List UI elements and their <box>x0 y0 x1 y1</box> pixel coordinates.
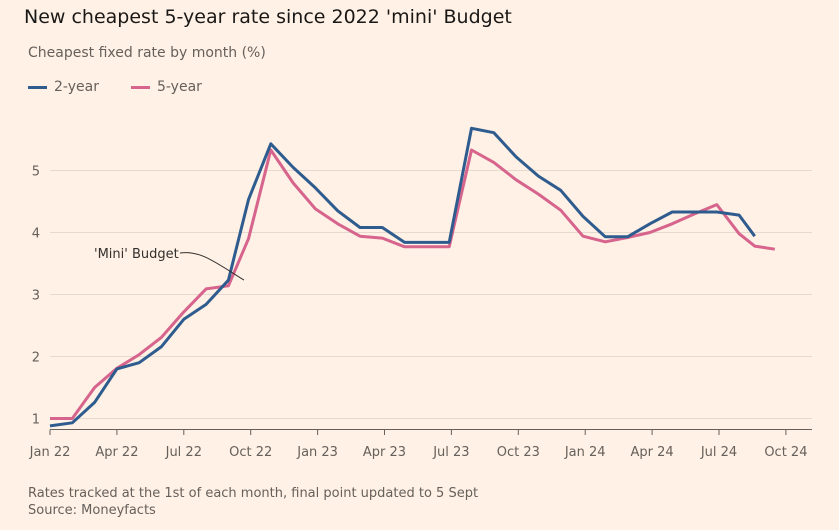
x-tick-label-jan-23: Jan 23 <box>296 445 338 460</box>
annotation-mini-budget: 'Mini' Budget <box>94 247 179 262</box>
legend-swatch-2-year <box>28 85 47 89</box>
footnote-note: Rates tracked at the 1st of each month, … <box>28 486 479 501</box>
x-tick-label-oct-23: Oct 23 <box>497 445 540 460</box>
y-tick-label-1: 1 <box>32 413 40 428</box>
x-tick-label-apr-23: Apr 23 <box>363 445 406 460</box>
chart-footnote: Rates tracked at the 1st of each month, … <box>28 485 478 519</box>
chart-title: New cheapest 5-year rate since 2022 'min… <box>24 6 512 28</box>
x-tick-label-oct-24: Oct 24 <box>764 445 807 460</box>
x-tick-label-jan-22: Jan 22 <box>29 445 71 460</box>
chart-subtitle: Cheapest fixed rate by month (%) <box>28 45 266 61</box>
x-tick-label-oct-22: Oct 22 <box>229 445 272 460</box>
chart-legend: 2-year 5-year <box>28 79 234 95</box>
x-tick-label-jul-24: Jul 24 <box>700 445 737 460</box>
y-tick-label-3: 3 <box>32 289 40 304</box>
x-tick-label-jan-24: Jan 24 <box>564 445 606 460</box>
y-tick-label-4: 4 <box>32 227 40 242</box>
y-tick-label-5: 5 <box>32 165 40 180</box>
annotation-connector <box>179 252 245 281</box>
x-tick-label-jul-23: Jul 23 <box>432 445 469 460</box>
series-line-2-year <box>49 126 756 428</box>
line-chart: 1 2 3 4 5 Jan 22 Apr 22 Jul 22 Oct 22 Jan 23 Apr 2… <box>29 126 812 460</box>
legend-item-5-year: 5-year <box>130 79 202 95</box>
footnote-source: Source: Moneyfacts <box>28 503 156 518</box>
legend-label-5-year: 5-year <box>156 79 202 95</box>
legend-label-2-year: 2-year <box>54 79 99 95</box>
x-tick-label-apr-22: Apr 22 <box>95 445 138 460</box>
x-tick-label-jul-22: Jul 22 <box>165 445 202 460</box>
legend-item-2-year: 2-year <box>28 79 99 95</box>
y-tick-label-2: 2 <box>32 351 40 366</box>
series-line-5-year <box>50 148 776 420</box>
x-tick-label-apr-24: Apr 24 <box>631 445 674 460</box>
legend-swatch-5-year <box>130 85 150 89</box>
